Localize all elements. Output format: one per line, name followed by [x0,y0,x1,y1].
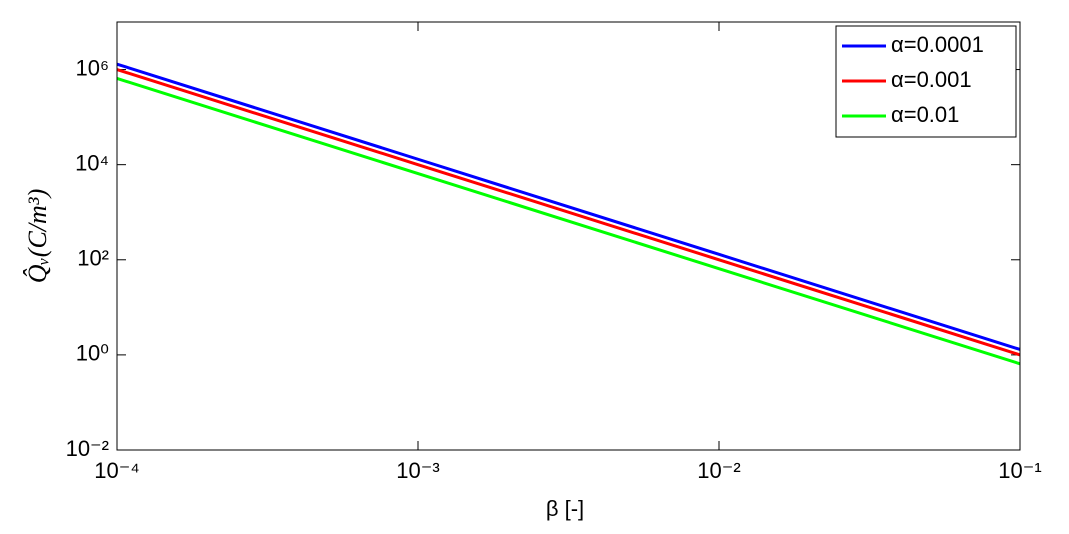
plot-frame [116,21,1021,451]
line [116,68,1021,357]
legend-label: α=0.0001 [891,32,984,57]
y-tick-label: 10⁴ [75,150,109,175]
y-tick-label: 10⁻² [66,436,109,461]
line [116,77,1021,366]
y-tick-label: 10⁰ [76,341,109,366]
x-axis-label: β [-] [546,496,584,521]
x-tick-label: 10⁻⁴ [94,458,140,483]
x-tick-label: 10⁻³ [396,458,439,483]
y-tick-label: 10⁶ [75,55,109,80]
line [116,62,1021,351]
legend-label: α=0.01 [891,102,959,127]
y-tick-label: 10² [77,246,109,271]
y-axis-label: Q̂ᵥ(C/m³) [23,189,52,284]
legend-label: α=0.001 [891,67,972,92]
x-tick-label: 10⁻² [697,458,740,483]
x-tick-label: 10⁻¹ [998,458,1041,483]
